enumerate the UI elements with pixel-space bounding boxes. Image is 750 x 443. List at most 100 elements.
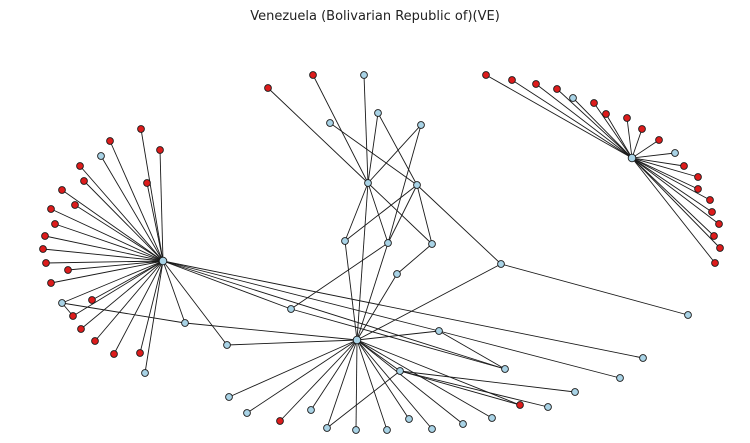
graph-node-blue [497,260,505,268]
graph-edge [246,339,358,414]
graph-edge [310,339,358,411]
graph-node-red [694,173,702,181]
graph-node-blue [141,369,149,377]
graph-edge [144,260,164,374]
graph-edge [485,74,633,159]
graph-node-red [64,266,72,274]
graph-node-blue [428,425,436,433]
graph-node-blue [616,374,624,382]
graph-node-red [51,220,59,228]
graph-node-blue [393,270,401,278]
graph-edge [290,242,389,310]
graph-node-red [106,137,114,145]
graph-node-red [77,325,85,333]
graph-edge [61,189,164,262]
graph-node-red [715,220,723,228]
node-layer [39,71,724,434]
graph-edge [139,260,164,354]
graph-edge [377,112,418,186]
graph-edge [605,113,633,159]
graph-node-blue [488,414,496,422]
graph-node-red [110,350,118,358]
graph-node-red [71,201,79,209]
graph-node-blue [639,354,647,362]
graph-edge [416,184,433,245]
graph-edge [109,140,164,262]
graph-node-blue [428,240,436,248]
graph-node-blue [569,94,577,102]
graph-edge [326,370,401,429]
graph-node-red [136,349,144,357]
graph-node-red [276,417,284,425]
graph-node-blue [223,341,231,349]
graph-edge [50,260,164,284]
graph-edge [631,157,721,249]
graph-edge [356,339,410,420]
graph-edge [329,122,418,186]
graph-edge [228,339,358,398]
graph-node-red [264,84,272,92]
graph-edge [279,339,358,422]
graph-node-blue [352,426,360,434]
graph-node-red [716,244,724,252]
graph-edge [355,339,358,431]
graph-edge [61,260,164,304]
graph-edge [162,260,440,332]
graph-node-blue [360,71,368,79]
graph-edge [438,330,621,379]
graph-node-red [710,232,718,240]
edge-layer [42,74,721,431]
graph-node-red [655,136,663,144]
graph-edge [593,102,633,159]
graph-edge [396,243,433,275]
graph-edge [100,155,164,262]
graph-node-blue [374,109,382,117]
graph-edge [79,165,164,262]
graph-node-red [156,146,164,154]
graph-node-red [508,76,516,84]
graph-node-red [143,179,151,187]
graph-node-blue [459,420,467,428]
graph-edge [67,260,164,271]
graph-node-red [91,337,99,345]
graph-edge [44,235,164,262]
graph-edge [356,339,388,431]
graph-edge [363,74,369,184]
graph-node-red [694,185,702,193]
graph-edge [631,152,676,159]
graph-node-red [482,71,490,79]
graph-edge [91,260,164,301]
graph-edge [631,157,720,225]
graph-edge [344,240,358,341]
graph-edge [74,204,164,262]
graph-node-blue [97,152,105,160]
graph-node-red [39,245,47,253]
graph-edge [162,260,228,346]
graph-node-red [309,71,317,79]
graph-edge [184,322,358,341]
graph-node-blue [323,424,331,432]
graph-node-red [69,312,77,320]
graph-node-red [76,162,84,170]
graph-node-red [47,279,55,287]
graph-edge [511,79,633,159]
graph-edge [572,97,633,159]
graph-node-red [42,259,50,267]
graph-node-blue [544,403,552,411]
graph-edge [146,182,164,262]
graph-edge [267,87,369,184]
graph-edge [631,157,715,237]
graph-node-red [680,162,688,170]
graph-edge [356,339,521,406]
graph-node-blue [341,237,349,245]
graph-edge [356,339,493,419]
graph-edge [356,339,464,425]
graph-node-blue [181,319,189,327]
graph-edge [416,184,502,265]
graph-node-red [80,177,88,185]
graph-node-red [590,99,598,107]
graph-edge [54,223,164,262]
graph-edge [399,370,549,408]
